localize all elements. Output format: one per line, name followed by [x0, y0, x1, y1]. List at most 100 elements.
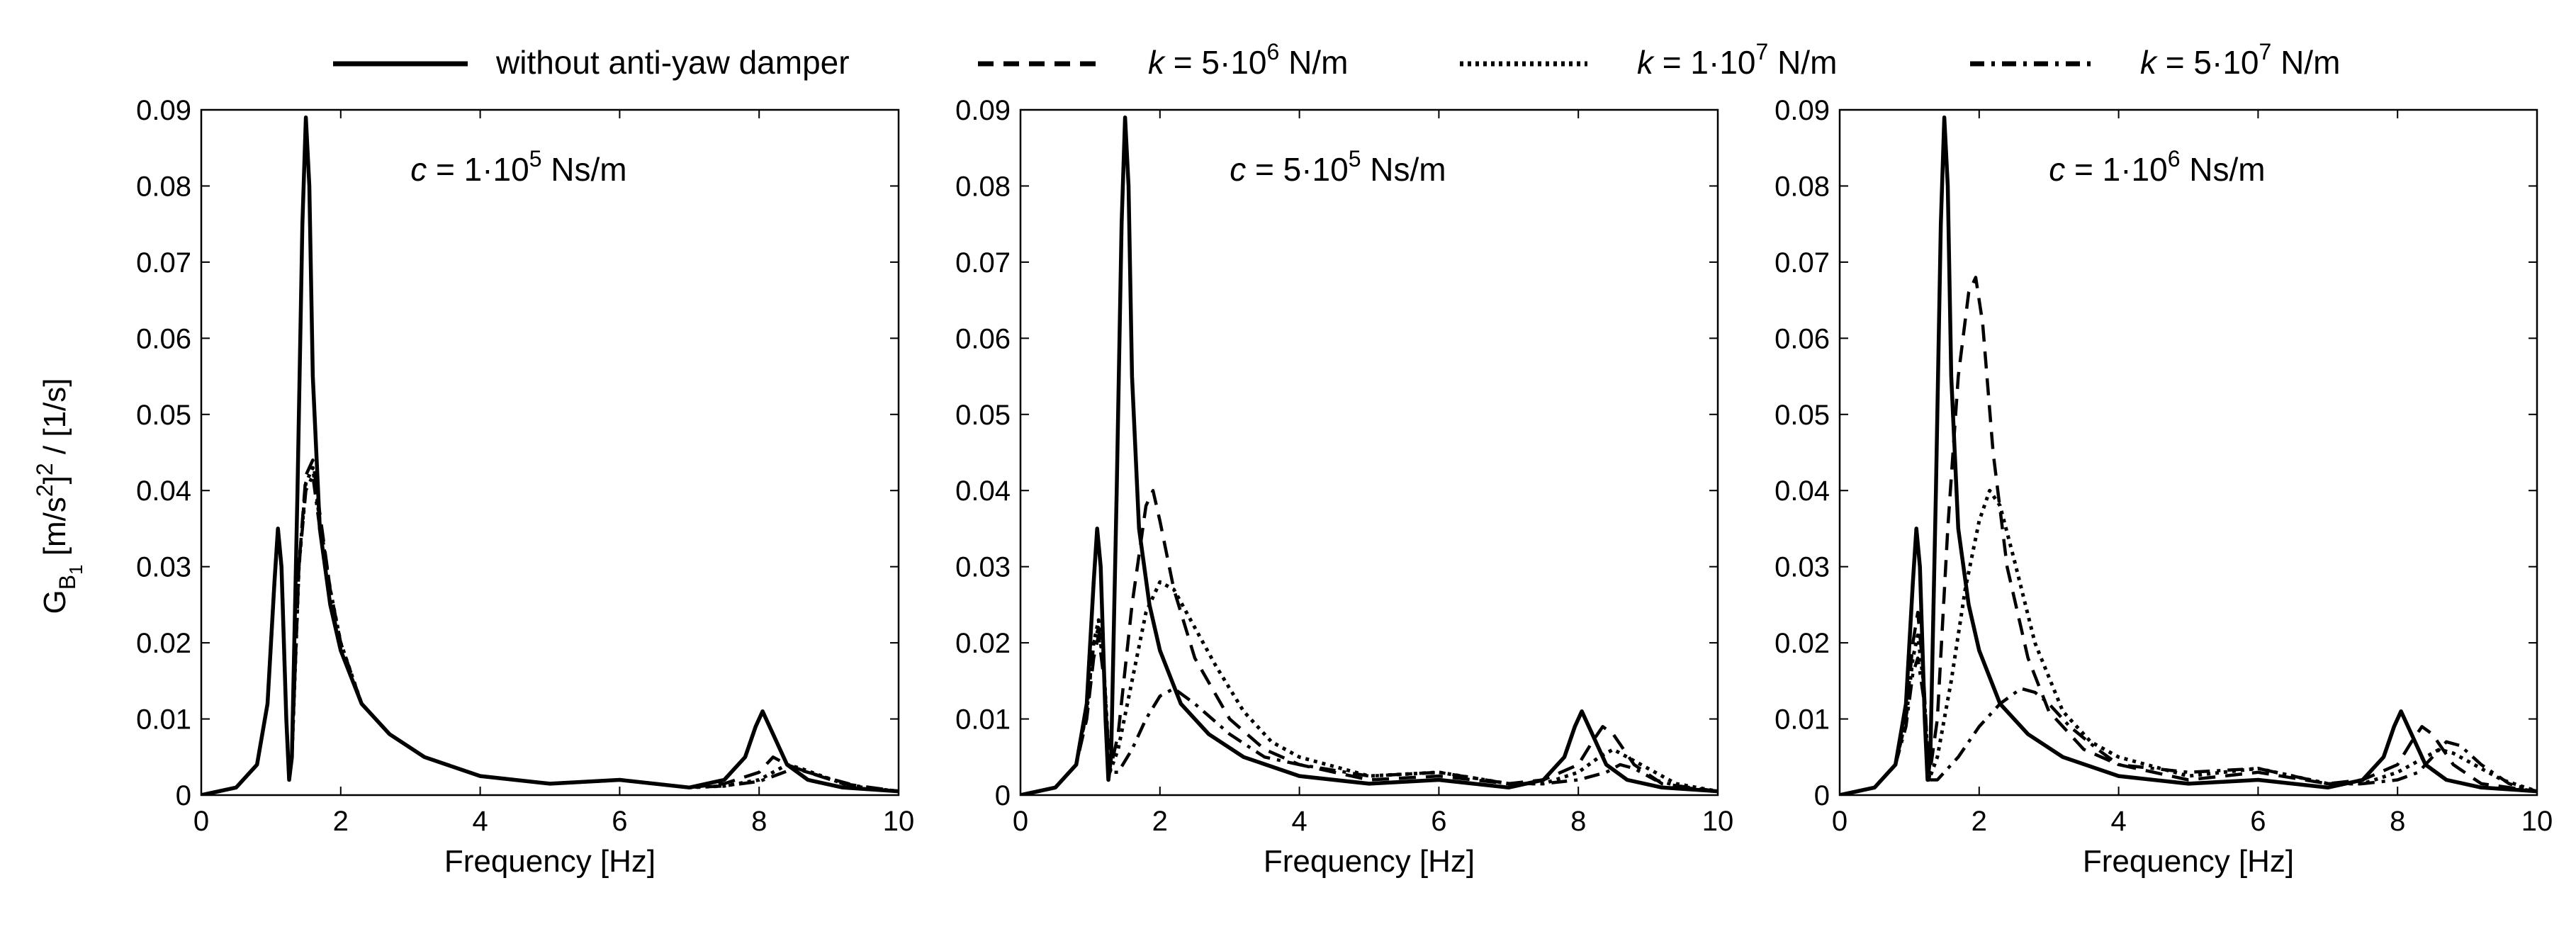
- legend-item-k3: k = 5·107 N/m: [1970, 39, 2340, 81]
- x-tick-label: 0: [193, 806, 209, 837]
- series-group: [1020, 115, 1718, 795]
- y-tick-label: 0.07: [136, 247, 191, 278]
- x-tick-label: 2: [1152, 806, 1168, 837]
- damping-annotation: c = 5·105 Ns/m: [1230, 146, 1446, 188]
- annotation-prefix: c: [2049, 151, 2065, 188]
- y-tick-label: 0.06: [955, 323, 1011, 354]
- legend-k2-prefix: k: [1637, 44, 1655, 81]
- x-tick-label: 4: [472, 806, 488, 837]
- plot-frame: [1019, 108, 1719, 797]
- legend-item-k2: k = 1·107 N/m: [1460, 39, 1837, 81]
- annotation-text-b: Ns/m: [1361, 151, 1446, 188]
- x-tick-label: 10: [1702, 806, 1734, 837]
- x-tick-label: 10: [883, 806, 915, 837]
- y-tick-label: 0.02: [1774, 628, 1830, 659]
- y-tick-label: 0.08: [1774, 171, 1830, 202]
- annotation-prefix: c: [410, 151, 427, 188]
- y-tick-label: 0.07: [955, 247, 1011, 278]
- legend-k1-sup: 6: [1267, 39, 1280, 64]
- legend-label-k1: k = 5·106 N/m: [1148, 39, 1348, 81]
- annotation-sup: 6: [2168, 146, 2181, 171]
- x-tick-label: 0: [1832, 806, 1847, 837]
- y-tick-label: 0.04: [1774, 476, 1830, 507]
- legend-k3-text-a: = 5·10: [2156, 44, 2259, 81]
- x-axis-label: Frequency [Hz]: [444, 844, 656, 879]
- series-line-dashdot: [201, 473, 899, 795]
- x-tick-label: 0: [1013, 806, 1028, 837]
- x-tick-label: 8: [751, 806, 767, 837]
- y-tick-label: 0: [995, 780, 1011, 811]
- y-tick-label: 0.06: [136, 323, 191, 354]
- x-tick-label: 10: [2521, 806, 2553, 837]
- annotation-text-a: = 1·10: [427, 151, 529, 188]
- legend-k3-prefix: k: [2140, 44, 2158, 81]
- ylabel-g: G: [38, 590, 72, 614]
- annotation-sup: 5: [1349, 146, 1361, 171]
- legend-k1-text-a: = 5·10: [1164, 44, 1267, 81]
- legend-k1-prefix: k: [1148, 44, 1166, 81]
- series-line-dashdot: [1840, 656, 2537, 795]
- ylabel-tail: / [1/s]: [38, 378, 72, 463]
- x-axis-label: Frequency [Hz]: [2083, 844, 2294, 879]
- ylabel-rest: ]: [38, 476, 72, 484]
- series-line-dashdot: [1020, 626, 1718, 795]
- damping-annotation: c = 1·105 Ns/m: [410, 146, 626, 188]
- annotation-sup: 5: [529, 146, 542, 171]
- x-tick-label: 4: [1291, 806, 1307, 837]
- y-axis-label: GB1 [m/s2]2 / [1/s]: [32, 378, 86, 614]
- plot-frame: [1838, 108, 2538, 797]
- y-tick-label: 0.01: [955, 704, 1011, 736]
- legend-item-none: without anti-yaw damper: [333, 44, 850, 81]
- ylabel-sub1: B: [55, 575, 80, 590]
- ylabel-sub2: 1: [65, 564, 86, 574]
- legend-k1-text-b: N/m: [1279, 44, 1348, 81]
- x-tick-label: 4: [2110, 806, 2126, 837]
- x-tick-label: 2: [1972, 806, 1987, 837]
- x-axis-label: Frequency [Hz]: [1264, 844, 1475, 879]
- plot-frame: [200, 108, 900, 797]
- y-tick-label: 0.03: [955, 552, 1011, 583]
- y-tick-label: 0.06: [1774, 323, 1830, 354]
- chart-panel-3: 0 2 4 6 8 10 0 0.01 0.02 0.03 0.04 0.05 0.06 0.07 0.08…: [1774, 95, 2553, 879]
- legend-k2-text-b: N/m: [1768, 44, 1837, 81]
- y-tick-label: 0.09: [136, 95, 191, 126]
- y-tick-label: 0.03: [136, 552, 191, 583]
- annotation-prefix: c: [1230, 151, 1246, 188]
- y-tick-label: 0: [176, 780, 191, 811]
- legend-k2-sup: 7: [1756, 39, 1769, 64]
- y-tick-label: 0.08: [136, 171, 191, 202]
- x-tick-label: 6: [2250, 806, 2266, 837]
- y-tick-label: 0.02: [136, 628, 191, 659]
- y-tick-label: 0.01: [136, 704, 191, 736]
- y-tick-label: 0.04: [955, 476, 1011, 507]
- y-tick-label: 0.08: [955, 171, 1011, 202]
- series-line-dotted: [201, 466, 899, 795]
- legend-k2-text-a: = 1·10: [1653, 44, 1756, 81]
- y-tick-label: 0.04: [136, 476, 191, 507]
- legend-item-k1: k = 5·106 N/m: [978, 39, 1348, 81]
- ylabel-sup2: 2: [32, 463, 57, 476]
- series-group: [1840, 115, 2537, 795]
- y-tick-label: 0.05: [955, 400, 1011, 431]
- legend-label-k3: k = 5·107 N/m: [2140, 39, 2340, 81]
- series-line-dashed: [1020, 488, 1718, 795]
- chart-panel-2: 0 2 4 6 8 10 0 0.01 0.02 0.03 0.04 0.05 0.06 0.07 0.08…: [955, 95, 1733, 879]
- y-tick-label: 0.03: [1774, 552, 1830, 583]
- x-tick-label: 6: [612, 806, 627, 837]
- legend-label-none: without anti-yaw damper: [495, 44, 850, 81]
- y-tick-label: 0.09: [1774, 95, 1830, 126]
- y-tick-label: 0: [1814, 780, 1830, 811]
- ylabel-mid: [m/s: [38, 497, 72, 564]
- chart-panels: 0 2 4 6 8 10 0 0.01 0.02 0.03 0.04 0.05 0.06 0.07 0.08…: [136, 95, 2553, 879]
- x-tick-label: 6: [1431, 806, 1446, 837]
- annotation-text-b: Ns/m: [541, 151, 626, 188]
- series-group: [201, 115, 899, 795]
- chart-panel-1: 0 2 4 6 8 10 0 0.01 0.02 0.03 0.04 0.05 0.06 0.07 0.08…: [136, 95, 914, 879]
- legend-label-k2: k = 1·107 N/m: [1637, 39, 1837, 81]
- series-line-solid: [1840, 115, 2537, 795]
- damping-annotation: c = 1·106 Ns/m: [2049, 146, 2265, 188]
- y-tick-label: 0.01: [1774, 704, 1830, 736]
- annotation-text-a: = 5·10: [1246, 151, 1349, 188]
